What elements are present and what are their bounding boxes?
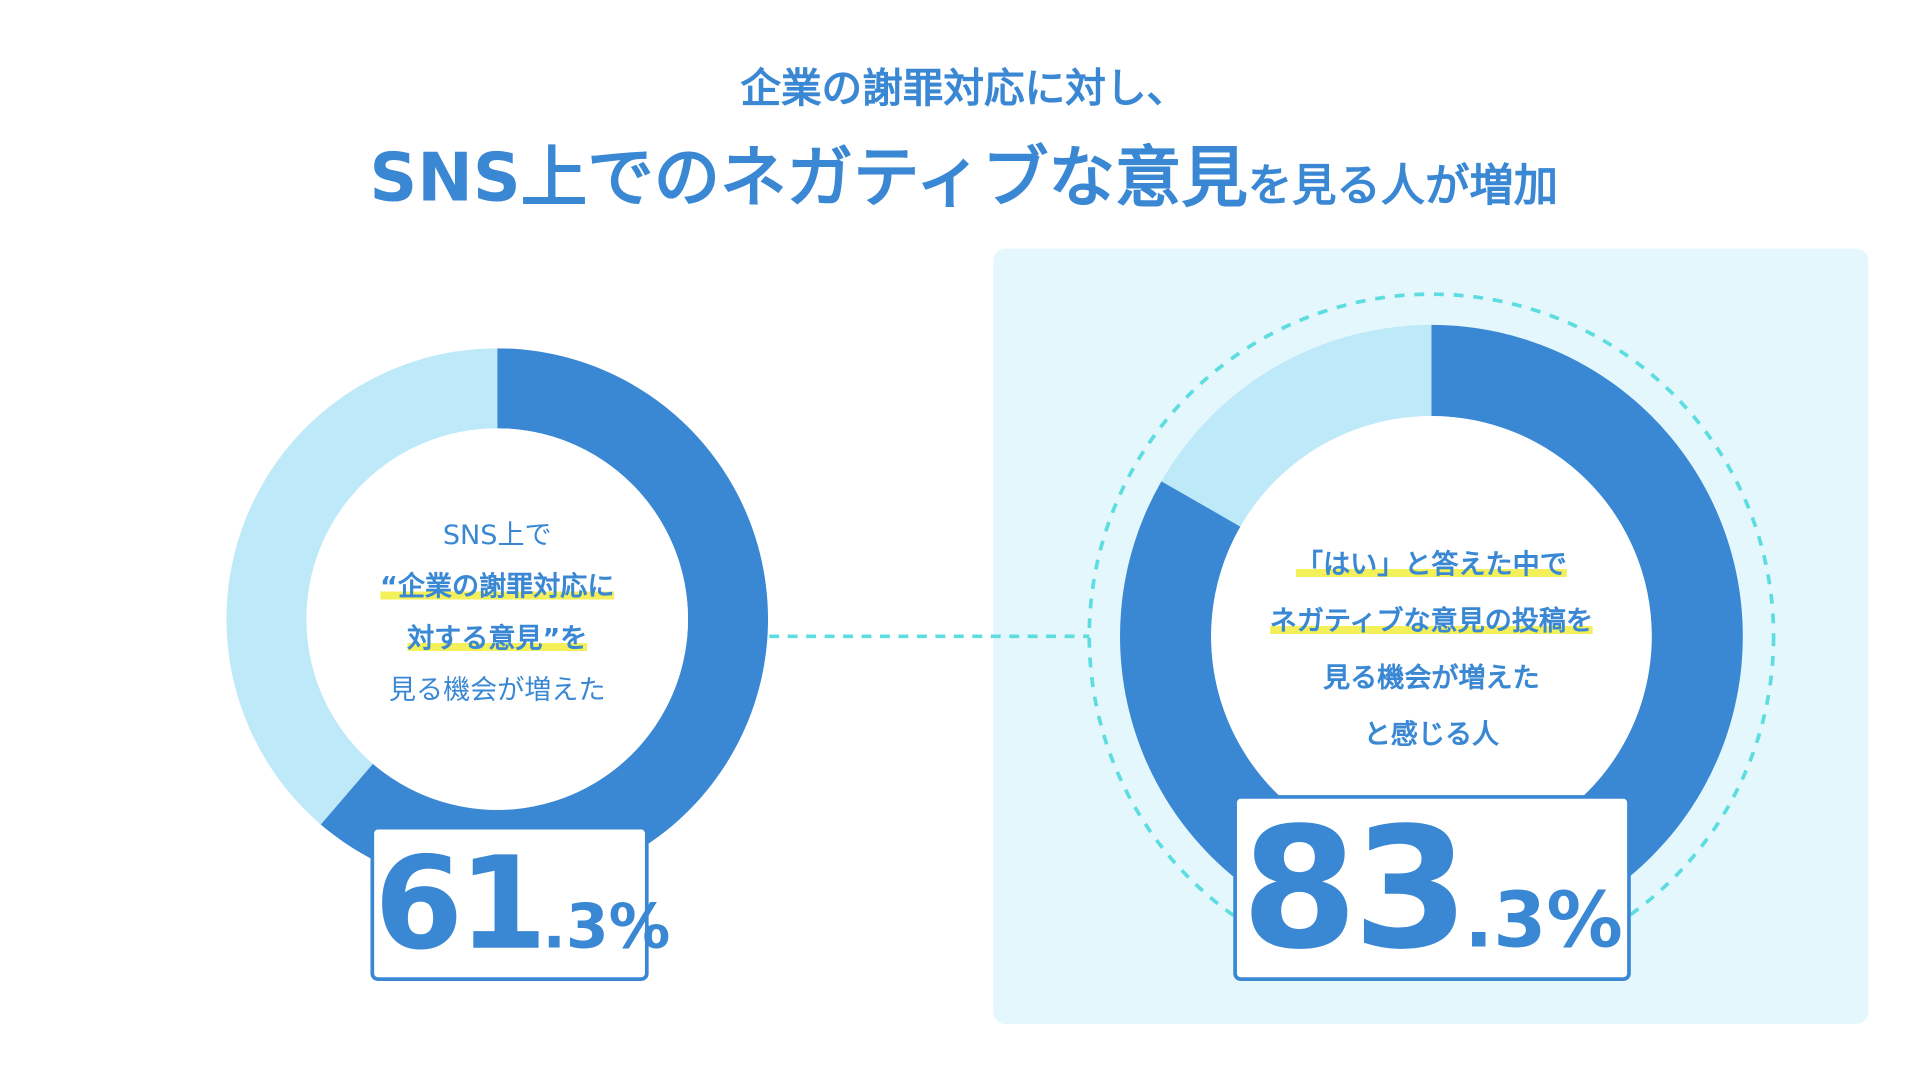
left-value-box: 61.3% xyxy=(370,825,670,981)
title-line2: SNS上でのネガティブな意見を見る人が増加 xyxy=(0,123,1920,220)
left-donut-label: SNS上で “企業の謝罪対応に 対する意見”を 見る機会が増えた xyxy=(313,511,682,718)
donut-segment-value xyxy=(320,348,769,890)
label-line: “企業の謝罪対応に xyxy=(380,572,615,604)
donut-segment-remainder xyxy=(226,348,498,825)
value-decimal: .3% xyxy=(542,891,671,963)
title-line1: 企業の謝罪対応に対し、 xyxy=(740,64,1188,113)
label-line: と感じる人 xyxy=(1363,720,1500,751)
label-line: 見る機会が増えた xyxy=(1323,663,1540,695)
donut-hole xyxy=(306,428,689,810)
label-line: 「はい」と答えた中で xyxy=(1296,550,1567,581)
right-value-box: 83.3% xyxy=(1233,795,1631,981)
donut-segment-remainder xyxy=(1161,324,1432,527)
label-line: SNS上で xyxy=(442,520,552,552)
donut-left xyxy=(226,348,769,890)
label-line: ネガティブな意見の投稿を xyxy=(1269,606,1594,638)
label-line: 見る機会が増えた xyxy=(388,675,606,707)
value-decimal: .3% xyxy=(1464,875,1623,965)
value-integer: 83 xyxy=(1241,792,1469,988)
title-rest: を見る人が増加 xyxy=(1247,161,1559,212)
value-integer: 61 xyxy=(374,828,547,979)
right-donut-label: 「はい」と答えた中で ネガティブな意見の投稿を 見る機会が増えた と感じる人 xyxy=(1222,538,1640,764)
title-emphasis: SNS上でのネガティブな意見 xyxy=(369,139,1248,217)
label-line: 対する意見”を xyxy=(407,624,588,655)
